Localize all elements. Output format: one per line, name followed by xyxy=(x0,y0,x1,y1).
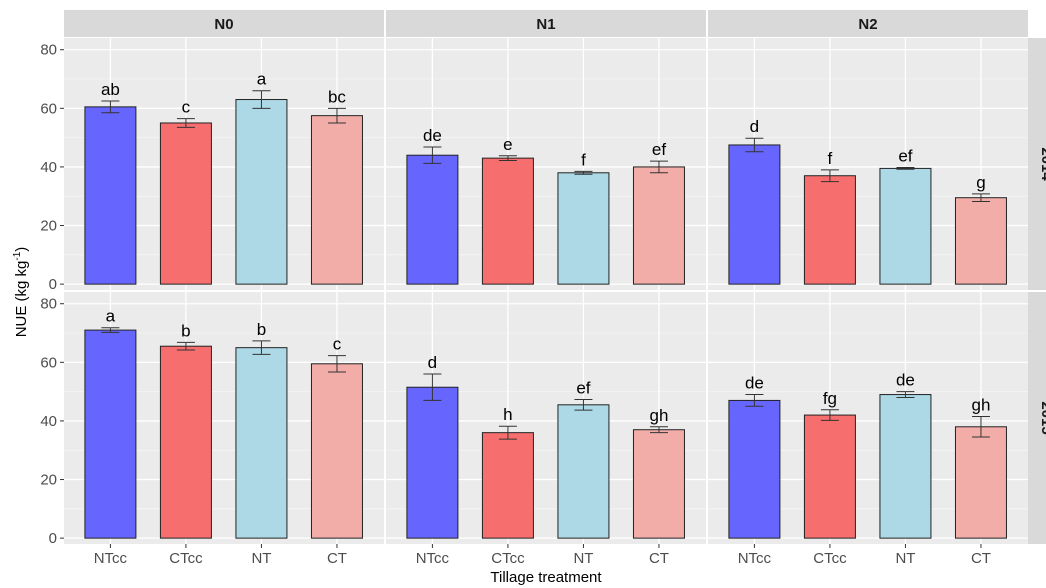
significance-label: ab xyxy=(101,80,120,99)
facet-strip-n0 xyxy=(64,10,384,37)
y-tick-label: 40 xyxy=(40,159,57,176)
bar-nt xyxy=(235,99,288,285)
significance-label: de xyxy=(896,371,915,390)
y-tick-label: 40 xyxy=(40,413,57,430)
x-tick-label: CT xyxy=(327,550,347,567)
bar-ntcc xyxy=(406,386,459,539)
y-axis-title-superscript: -1 xyxy=(12,251,23,260)
bar-ct xyxy=(310,363,363,539)
significance-label: gh xyxy=(971,396,990,415)
bar-ntcc xyxy=(728,399,781,539)
y-tick-label: 20 xyxy=(40,218,57,235)
significance-label: ef xyxy=(576,379,590,398)
x-tick-label: CT xyxy=(649,550,669,567)
y-axis-title: NUE (kg kg-1) xyxy=(12,247,30,338)
bar-ntcc xyxy=(84,329,137,539)
x-axis-title: Tillage treatment xyxy=(490,569,602,586)
bar-nt xyxy=(557,404,610,539)
bar-ctcc xyxy=(481,432,534,539)
bar-ctcc xyxy=(803,175,856,285)
significance-label: de xyxy=(745,374,764,393)
bar-ct xyxy=(954,426,1007,539)
y-tick-label: 60 xyxy=(40,354,57,371)
significance-label: bc xyxy=(328,87,346,106)
significance-label: h xyxy=(503,405,512,424)
significance-label: a xyxy=(257,70,267,89)
y-tick-label: 60 xyxy=(40,100,57,117)
row-strip-2014 xyxy=(1028,38,1046,290)
bar-ct xyxy=(310,115,363,285)
y-tick-label: 0 xyxy=(49,276,57,293)
y-axis-title-main: NUE (kg kg xyxy=(13,261,30,338)
bar-ctcc xyxy=(481,157,534,285)
y-tick-label: 20 xyxy=(40,472,57,489)
significance-label: d xyxy=(428,353,437,372)
x-tick-label: NT xyxy=(251,550,271,567)
bar-ctcc xyxy=(159,345,212,539)
significance-label: ef xyxy=(652,140,666,159)
facet-strip-n2 xyxy=(708,10,1028,37)
bar-ntcc xyxy=(84,106,137,285)
significance-label: g xyxy=(976,173,985,192)
bar-ct xyxy=(954,197,1007,285)
bar-nt xyxy=(235,347,288,539)
row-strip-label: 2015 xyxy=(1038,401,1046,434)
significance-label: c xyxy=(182,98,191,117)
bar-nt xyxy=(879,167,932,285)
significance-label: fg xyxy=(823,389,837,408)
bar-ctcc xyxy=(803,414,856,539)
significance-label: f xyxy=(828,149,833,168)
significance-label: c xyxy=(333,335,342,354)
significance-label: f xyxy=(581,150,586,169)
significance-label: b xyxy=(181,321,190,340)
row-strip-2015 xyxy=(1028,292,1046,544)
bar-ct xyxy=(632,166,685,285)
x-tick-label: CTcc xyxy=(169,550,203,567)
facet-strip-label: N1 xyxy=(536,16,555,33)
bar-ct xyxy=(632,429,685,539)
significance-label: de xyxy=(423,126,442,145)
row-strip-label: 2014 xyxy=(1038,147,1046,181)
x-tick-label: NTcc xyxy=(94,550,128,567)
y-tick-label: 80 xyxy=(40,42,57,59)
significance-label: ef xyxy=(898,147,912,166)
significance-label: b xyxy=(257,320,266,339)
significance-label: gh xyxy=(649,406,668,425)
significance-label: d xyxy=(750,117,759,136)
x-tick-label: CTcc xyxy=(813,550,847,567)
y-axis-title-close: ) xyxy=(13,247,30,252)
bar-nt xyxy=(879,394,932,539)
x-tick-label: CTcc xyxy=(491,550,525,567)
y-tick-label: 80 xyxy=(40,296,57,313)
bar-ntcc xyxy=(728,144,781,285)
bar-ctcc xyxy=(159,122,212,285)
facet-strip-n1 xyxy=(386,10,706,37)
y-tick-label: 0 xyxy=(49,530,57,547)
facet-strip-label: N2 xyxy=(858,16,877,33)
x-tick-label: NT xyxy=(573,550,593,567)
x-tick-label: CT xyxy=(971,550,991,567)
facet-strip-label: N0 xyxy=(214,16,233,33)
x-tick-label: NTcc xyxy=(416,550,450,567)
x-tick-label: NT xyxy=(895,550,915,567)
significance-label: a xyxy=(106,307,116,326)
x-tick-label: NTcc xyxy=(738,550,772,567)
significance-label: e xyxy=(503,135,512,154)
bar-ntcc xyxy=(406,154,459,285)
bar-nt xyxy=(557,172,610,285)
